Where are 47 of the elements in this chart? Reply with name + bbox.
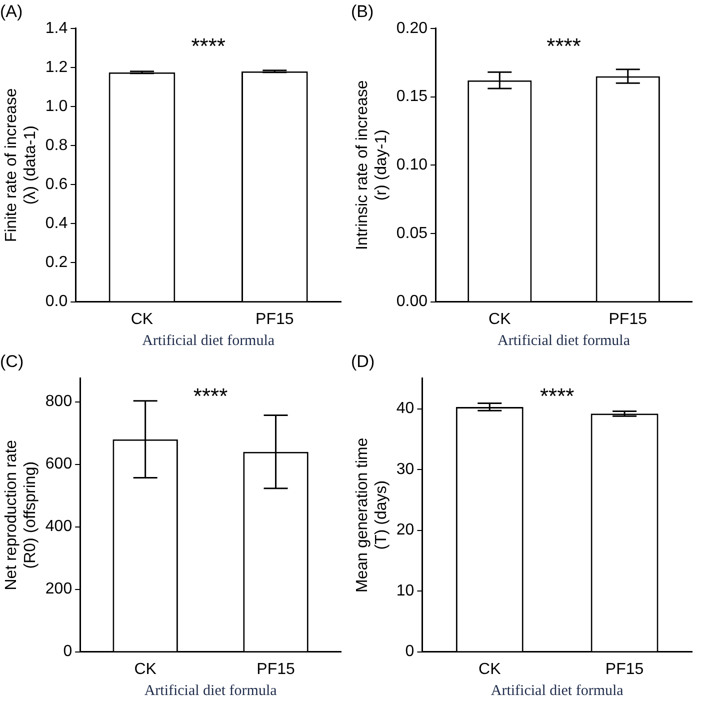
x-axis-title: Artificial diet formula <box>142 332 275 349</box>
annotation: **** <box>540 383 575 408</box>
y-tick-label: 0.2 <box>45 254 68 272</box>
y-tick-label: 0.4 <box>45 215 68 232</box>
y-tick-label: 0.05 <box>396 224 428 242</box>
y-axis-title: Intrinsic rate of increase (r) (day-1) <box>354 80 390 250</box>
annotation: **** <box>546 33 582 58</box>
y-tick-label: 0.00 <box>396 293 428 310</box>
y-tick-label: 1.4 <box>45 20 68 37</box>
y-tick-label: 400 <box>45 518 72 536</box>
x-tick-label: CK <box>488 310 512 328</box>
x-tick-label: PF15 <box>256 310 294 328</box>
y-tick-label: 0.0 <box>45 293 68 310</box>
chart-title: (D) <box>351 352 375 371</box>
x-tick-label: PF15 <box>256 660 295 678</box>
y-tick-label: 40 <box>396 400 414 418</box>
y-axis-title: Finite rate of increase (λ) (data-1) <box>3 88 40 242</box>
x-axis-title: Artificial diet formula <box>498 332 630 349</box>
x-axis-title: Artificial diet formula <box>144 682 278 699</box>
chart-title: (A) <box>0 2 23 21</box>
x-tick-label: CK <box>478 660 502 678</box>
y-tick-label: 0.20 <box>396 20 428 37</box>
y-tick-label: 0.6 <box>45 176 68 194</box>
y-tick-label: 10 <box>396 582 414 600</box>
y-tick-label: 200 <box>45 580 72 598</box>
y-tick-label: 0 <box>405 643 414 660</box>
x-tick-label: CK <box>134 660 157 678</box>
y-tick-label: 0 <box>63 643 72 660</box>
chart-title: (C) <box>0 352 24 371</box>
y-axis-title: Net reproduction rate (R0) (offspring) <box>3 440 40 590</box>
y-tick-label: 1.0 <box>45 98 68 115</box>
y-tick-label: 1.2 <box>45 58 68 76</box>
x-axis-title: Artificial diet formula <box>490 682 624 699</box>
y-axis-title: Mean generation time (T) (days) <box>354 438 390 592</box>
y-tick-label: 0.10 <box>396 156 428 174</box>
x-tick-label: PF15 <box>605 660 644 678</box>
annotation: **** <box>193 383 228 408</box>
y-tick-label: 0.15 <box>396 88 428 106</box>
x-tick-label: CK <box>130 310 154 328</box>
x-tick-label: PF15 <box>608 310 648 328</box>
y-tick-label: 20 <box>396 522 414 539</box>
y-tick-label: 800 <box>45 393 72 410</box>
chart-title: (B) <box>351 2 374 21</box>
y-tick-label: 0.8 <box>45 136 68 154</box>
annotation: **** <box>191 33 226 58</box>
y-tick-label: 30 <box>396 460 414 478</box>
y-tick-label: 600 <box>45 456 72 473</box>
